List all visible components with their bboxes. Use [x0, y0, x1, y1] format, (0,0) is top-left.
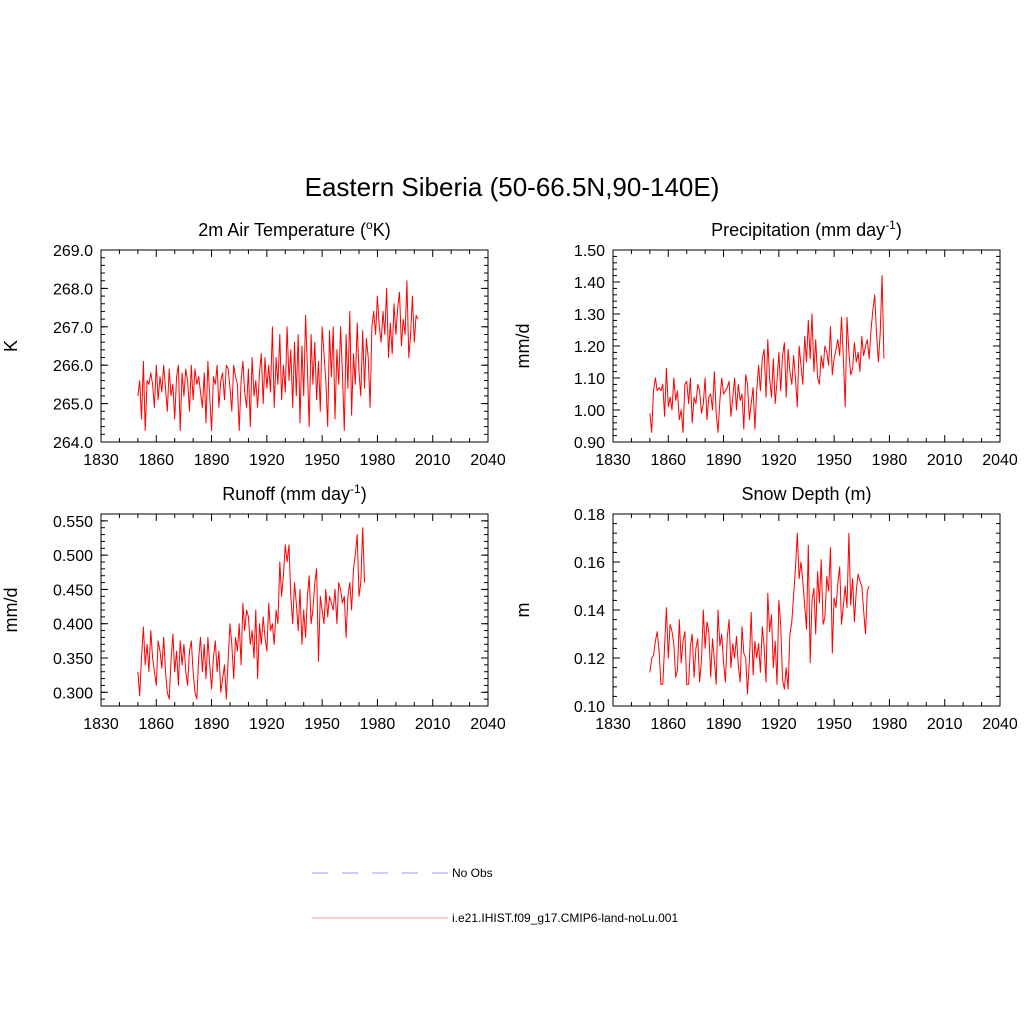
y-tick-label: 265.0: [53, 397, 93, 414]
series-line: [137, 280, 419, 431]
x-tick-label: 1830: [83, 716, 119, 733]
plot-frame: [100, 249, 489, 443]
y-tick-label: 1.10: [574, 371, 605, 388]
y-tick-label: 0.14: [574, 603, 605, 620]
plot-frame: [100, 513, 489, 707]
y-tick-label: 267.0: [53, 320, 93, 337]
x-tick-label: 1830: [83, 452, 119, 469]
x-tick-label: 2010: [927, 716, 963, 733]
panel-title: 2m Air Temperature (oK): [198, 218, 390, 240]
x-tick-label: 2040: [470, 452, 506, 469]
y-tick-label: 266.0: [53, 358, 93, 375]
y-axis-label: K: [1, 340, 21, 352]
legend-item-model: i.e21.IHIST.f09_g17.CMIP6-land-noLu.001: [312, 911, 678, 925]
y-tick-label: 1.50: [574, 243, 605, 260]
x-tick-label: 1860: [138, 452, 174, 469]
panel-snow-depth: 1830 1860 1890 1920 1950 1980 2010 2040 0.10 0.12…: [513, 484, 1018, 733]
y-tick-label: 0.400: [53, 617, 93, 634]
x-tick-label: 1830: [595, 452, 631, 469]
x-tick-label: 1980: [872, 716, 908, 733]
y-axis-label: mm/d: [1, 588, 21, 633]
panel-title: Runoff (mm day-1): [222, 482, 366, 504]
panels: 1830 1860 1890 1920 1950 1980 2010 2040 264.0 265…: [1, 218, 1018, 733]
series-line: [649, 532, 870, 695]
y-tick-label: 0.300: [53, 685, 93, 702]
x-tick-label: 1950: [304, 452, 340, 469]
x-tick-label: 1860: [138, 716, 174, 733]
figure-title: Eastern Siberia (50-66.5N,90-140E): [305, 172, 720, 202]
y-tick-label: 269.0: [53, 243, 93, 260]
y-tick-label: 0.16: [574, 555, 605, 572]
y-tick-label: 0.12: [574, 651, 605, 668]
x-tick-label: 1890: [706, 716, 742, 733]
series-line: [649, 275, 885, 433]
x-tick-label: 1950: [816, 452, 852, 469]
y-tick-label: 0.18: [574, 507, 605, 524]
x-tick-label: 1890: [194, 716, 230, 733]
x-tick-label: 1860: [650, 716, 686, 733]
y-tick-label: 1.00: [574, 403, 605, 420]
y-tick-label: 268.0: [53, 281, 93, 298]
y-tick-label: 1.30: [574, 307, 605, 324]
x-tick-label: 1890: [706, 452, 742, 469]
x-tick-label: 2040: [982, 716, 1018, 733]
x-tick-label: 1980: [360, 452, 396, 469]
x-tick-label: 1830: [595, 716, 631, 733]
x-tick-label: 1950: [816, 716, 852, 733]
y-tick-label: 1.20: [574, 339, 605, 356]
x-tick-label: 1890: [194, 452, 230, 469]
x-tick-label: 2010: [927, 452, 963, 469]
x-tick-label: 1920: [761, 452, 797, 469]
y-tick-label: 0.550: [53, 514, 93, 531]
y-tick-label: 0.450: [53, 582, 93, 599]
plot-frame: [612, 249, 1001, 443]
panel-temperature: 1830 1860 1890 1920 1950 1980 2010 2040 264.0 265…: [1, 218, 506, 469]
y-tick-label: 264.0: [53, 435, 93, 452]
panel-title: Snow Depth (m): [741, 484, 871, 504]
legend-label-model: i.e21.IHIST.f09_g17.CMIP6-land-noLu.001: [452, 911, 678, 925]
x-tick-label: 2010: [415, 452, 451, 469]
x-tick-label: 1920: [249, 716, 285, 733]
x-tick-label: 1920: [761, 716, 797, 733]
x-tick-label: 1860: [650, 452, 686, 469]
x-tick-label: 2040: [982, 452, 1018, 469]
legend: No Obs i.e21.IHIST.f09_g17.CMIP6-land-no…: [312, 866, 678, 925]
x-tick-label: 2010: [415, 716, 451, 733]
y-tick-label: 0.90: [574, 435, 605, 452]
panel-precipitation: 1830 1860 1890 1920 1950 1980 2010 2040 0.90 1.00…: [513, 218, 1018, 469]
series-line: [137, 527, 365, 700]
x-tick-label: 1920: [249, 452, 285, 469]
y-tick-label: 0.10: [574, 699, 605, 716]
y-axis-label: mm/d: [513, 324, 533, 369]
y-tick-label: 0.500: [53, 548, 93, 565]
y-axis-label: m: [513, 603, 533, 618]
x-tick-label: 1980: [360, 716, 396, 733]
legend-item-no-obs: No Obs: [312, 866, 493, 880]
panel-title: Precipitation (mm day-1): [711, 218, 902, 240]
panel-runoff: 1830 1860 1890 1920 1950 1980 2010 2040 0.300 0.3…: [1, 482, 506, 733]
legend-label-no-obs: No Obs: [452, 866, 493, 880]
x-tick-label: 2040: [470, 716, 506, 733]
x-tick-label: 1980: [872, 452, 908, 469]
y-tick-label: 1.40: [574, 275, 605, 292]
y-tick-label: 0.350: [53, 651, 93, 668]
x-tick-label: 1950: [304, 716, 340, 733]
